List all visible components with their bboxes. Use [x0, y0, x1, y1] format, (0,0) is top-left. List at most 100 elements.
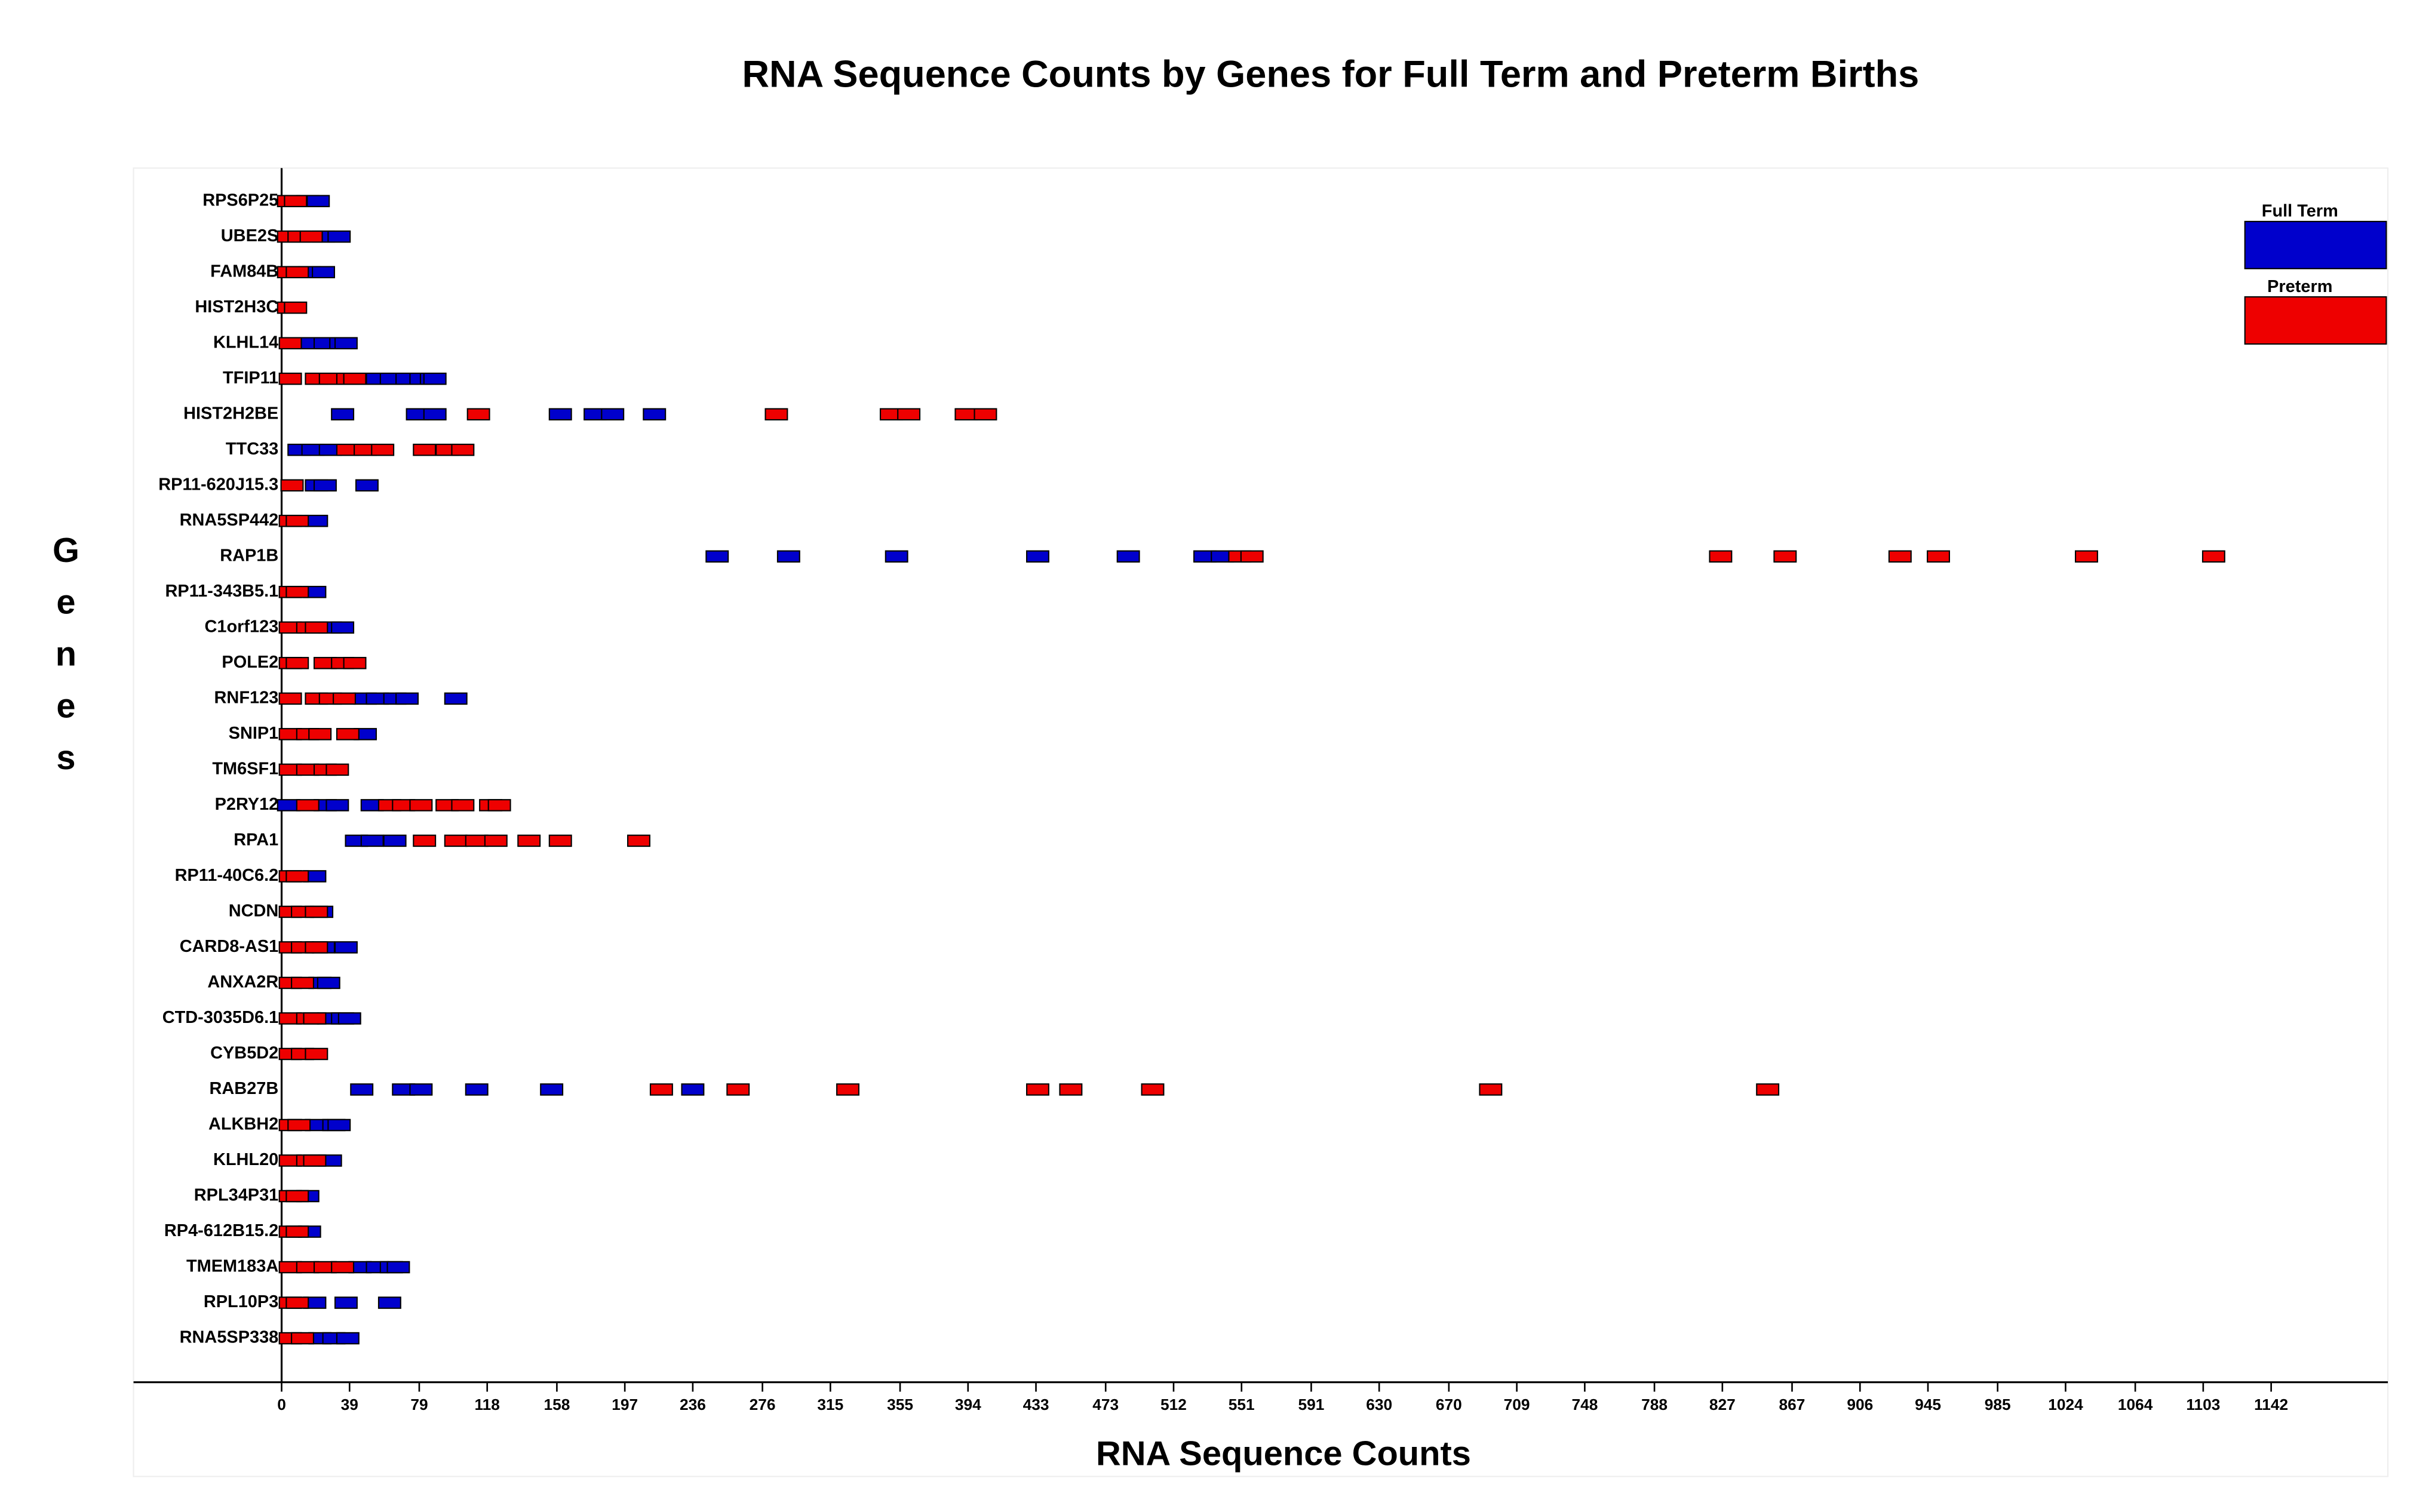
strip-mark: [764, 408, 788, 421]
legend-swatch: [2244, 220, 2387, 269]
strip-mark: [1240, 550, 1264, 563]
y-tick-label: P2RY12: [215, 795, 279, 814]
x-tick-label: 79: [410, 1396, 428, 1413]
y-tick-label: FAM84B: [210, 262, 278, 281]
y-tick-label: C1orf123: [204, 617, 278, 636]
x-tick-label: 1142: [2254, 1396, 2288, 1413]
y-tick-label: ALKBH2: [208, 1115, 278, 1134]
y-tick-label: UBE2S: [221, 226, 278, 245]
strip-mark: [548, 834, 572, 847]
y-tick-label: HIST2H3C: [195, 297, 278, 316]
legend-label: Preterm: [2267, 277, 2332, 296]
strip-mark: [343, 373, 367, 385]
strip-mark: [334, 941, 358, 954]
legend-swatch: [2244, 296, 2387, 345]
x-tick-label: 473: [1092, 1396, 1119, 1413]
x-tick-label: 985: [1985, 1396, 2011, 1413]
y-tick-label: RAB27B: [210, 1079, 279, 1098]
x-tick-label: 630: [1366, 1396, 1392, 1413]
strip-mark: [285, 1190, 309, 1203]
strip-mark: [487, 799, 511, 812]
x-tick-label: 118: [474, 1396, 499, 1413]
strip-mark: [291, 1332, 314, 1345]
strip-mark: [317, 976, 340, 989]
strip-mark: [1888, 550, 1912, 563]
y-tick-label: KLHL14: [213, 333, 278, 352]
x-tick-label: 748: [1571, 1396, 1598, 1413]
strip-mark: [383, 834, 407, 847]
strip-mark: [409, 1083, 433, 1096]
strip-mark: [285, 586, 309, 598]
x-tick-label: 236: [680, 1396, 706, 1413]
strip-mark: [308, 728, 332, 740]
strip-mark: [296, 799, 320, 812]
strip-mark: [291, 976, 314, 989]
strip-mark: [285, 1296, 309, 1309]
strip-mark: [386, 1261, 410, 1274]
strip-mark: [409, 799, 433, 812]
strip-mark: [327, 230, 351, 243]
x-tick-label: 315: [817, 1396, 843, 1413]
x-tick-label: 867: [1779, 1396, 1805, 1413]
y-tick-label: RPL34P31: [194, 1186, 278, 1205]
strip-mark: [1756, 1083, 1780, 1096]
y-tick-label: TTC33: [226, 440, 278, 459]
x-tick-label: 394: [955, 1396, 981, 1413]
legend-label: Full Term: [2262, 202, 2338, 221]
y-tick-label: POLE2: [222, 653, 278, 672]
strip-mark: [331, 621, 355, 634]
strip-mark: [540, 1083, 564, 1096]
strip-mark: [776, 550, 800, 563]
strip-mark: [897, 408, 921, 421]
y-tick-label: RP11-620J15.3: [158, 475, 278, 494]
strip-mark: [1479, 1083, 1503, 1096]
strip-mark: [331, 1261, 355, 1274]
strip-mark: [1709, 550, 1733, 563]
strip-mark: [284, 301, 308, 314]
x-tick-label: 512: [1160, 1396, 1187, 1413]
y-tick-label: CTD-3035D6.1: [162, 1008, 279, 1027]
strip-mark: [395, 692, 419, 705]
strip-mark: [423, 408, 447, 421]
strip-mark: [601, 408, 625, 421]
strip-mark: [280, 479, 304, 492]
strip-mark: [2074, 550, 2098, 563]
strip-mark: [885, 550, 908, 563]
y-tick-label: RPS6P25: [202, 190, 278, 210]
strip-mark: [313, 479, 337, 492]
y-tick-label: KLHL20: [213, 1150, 278, 1169]
strip-mark: [285, 1225, 309, 1238]
strip-mark: [326, 799, 349, 812]
x-tick-label: 1064: [2118, 1396, 2153, 1413]
y-label-letter: n: [56, 635, 76, 674]
strip-mark: [836, 1083, 859, 1096]
strip-mark: [1141, 1083, 1165, 1096]
x-axis-label: RNA Sequence Counts: [1096, 1435, 1471, 1473]
strip-mark: [1059, 1083, 1083, 1096]
strip-mark: [305, 621, 328, 634]
strip-mark: [305, 905, 328, 918]
x-tick-label: 591: [1298, 1396, 1324, 1413]
strip-mark: [326, 763, 349, 776]
y-tick-label: SNIP1: [229, 724, 279, 743]
x-tick-label: 551: [1229, 1396, 1255, 1413]
strip-mark: [334, 337, 358, 350]
strip-mark: [627, 834, 650, 847]
strip-mark: [336, 728, 360, 740]
strip-mark: [548, 408, 572, 421]
x-tick-label: 158: [544, 1396, 570, 1413]
strip-mark: [444, 692, 468, 705]
strip-mark: [305, 941, 328, 954]
strip-mark: [466, 408, 490, 421]
strip-mark: [327, 1118, 351, 1132]
y-label-letter: s: [56, 739, 75, 777]
y-tick-label: CYB5D2: [210, 1044, 278, 1063]
strip-mark: [285, 657, 309, 669]
strip-mark: [371, 444, 395, 456]
strip-mark: [287, 1118, 311, 1132]
strip-mark: [299, 230, 323, 243]
strip-mark: [681, 1083, 705, 1096]
strip-mark: [360, 834, 384, 847]
strip-mark: [336, 1332, 360, 1345]
